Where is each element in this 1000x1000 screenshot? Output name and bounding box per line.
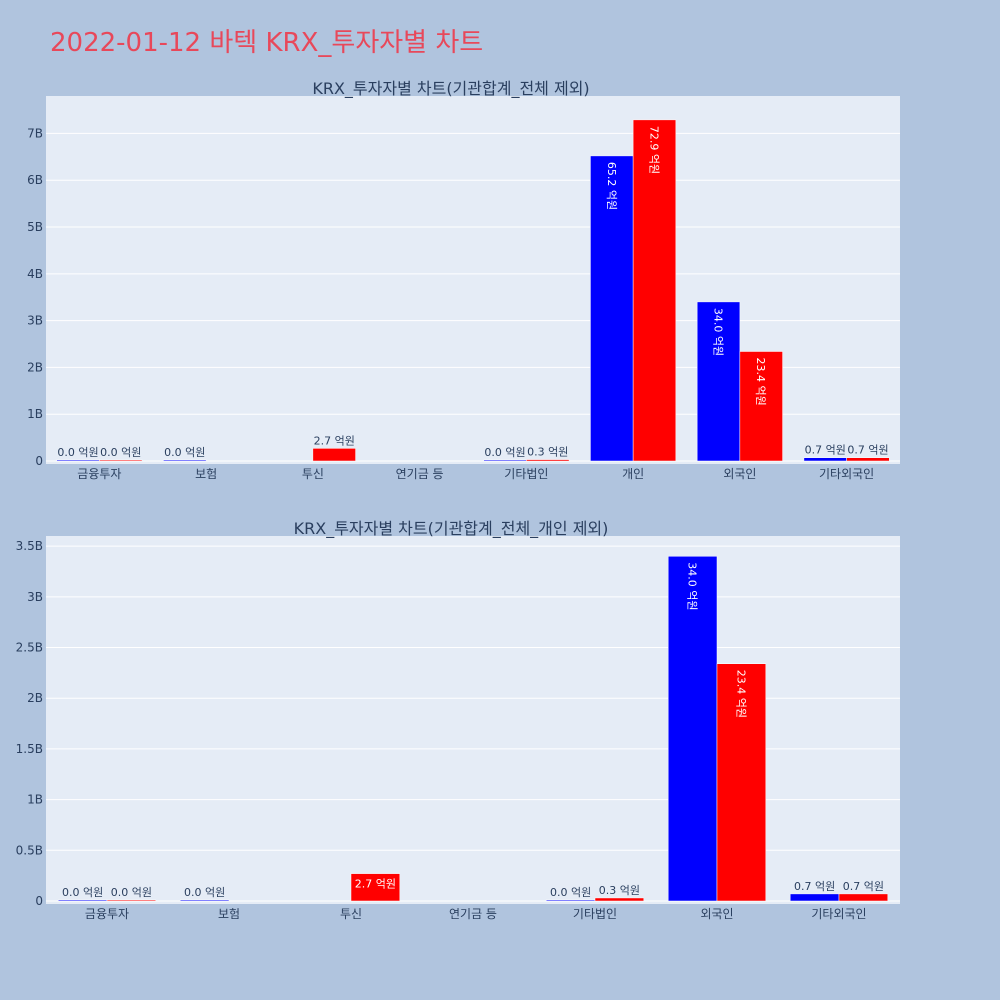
data-label: 23.4 억원 [734, 670, 747, 718]
data-label: 0.0 억원 [184, 886, 225, 899]
bar [803, 457, 847, 462]
data-label: 72.9 억원 [647, 126, 660, 174]
y-tick-label: 2B [27, 691, 43, 705]
data-label: 65.2 억원 [605, 162, 618, 210]
bar [838, 893, 889, 902]
data-label: 0.7 억원 [843, 880, 884, 893]
data-label: 0.0 억원 [62, 886, 103, 899]
bar [350, 873, 401, 902]
plot-area [46, 536, 900, 904]
data-label: 34.0 억원 [686, 562, 699, 610]
data-label: 23.4 억원 [754, 358, 767, 406]
data-label: 0.0 억원 [550, 886, 591, 899]
x-tick-label: 기타외국인 [819, 467, 874, 481]
bar [594, 897, 645, 902]
bar [179, 899, 230, 902]
y-tick-label: 4B [27, 267, 43, 281]
bar [312, 448, 356, 462]
bar [526, 459, 570, 462]
bar [632, 119, 677, 462]
data-label: 0.7 억원 [794, 880, 835, 893]
data-label: 0.3 억원 [599, 884, 640, 897]
bar [667, 556, 718, 902]
bar [696, 301, 741, 462]
data-label: 0.3 억원 [527, 446, 568, 459]
y-tick-label: 0.5B [16, 843, 43, 857]
y-tick-label: 0 [35, 894, 43, 908]
bar [483, 459, 527, 462]
y-tick-label: 1B [27, 407, 43, 421]
y-tick-label: 1.5B [16, 742, 43, 756]
y-tick-label: 2B [27, 360, 43, 374]
page-title: 2022-01-12 바텍 KRX_투자자별 차트 [50, 28, 484, 58]
bar [56, 459, 100, 462]
y-tick-label: 0 [35, 454, 43, 468]
y-tick-label: 3.5B [16, 539, 43, 553]
bar [106, 899, 157, 902]
bar [99, 459, 143, 462]
data-label: 0.0 억원 [484, 446, 525, 459]
bar [846, 457, 890, 462]
x-tick-label: 기타법인 [504, 467, 548, 481]
x-tick-label: 기타법인 [573, 907, 617, 921]
y-tick-label: 7B [27, 126, 43, 140]
chart-top: KRX_투자자별 차트(기관합계_전체 제외) 0 1B 2B 3B 4B 5B 6B 7B 금융… [27, 79, 900, 481]
bar [545, 899, 596, 902]
bar [590, 155, 634, 462]
data-label: 2.7 억원 [314, 434, 355, 447]
data-label: 0.0 억원 [164, 446, 205, 459]
x-tick-label: 금융투자 [85, 907, 129, 921]
x-tick-label: 투신 [302, 467, 324, 481]
chart-title: KRX_투자자별 차트(기관합계_전체_개인 제외) [294, 519, 609, 539]
bar [789, 893, 840, 902]
x-tick-label: 투신 [340, 907, 362, 921]
data-label: 0.0 억원 [111, 886, 152, 899]
data-label: 0.7 억원 [805, 444, 846, 457]
x-tick-label: 금융투자 [77, 467, 121, 481]
x-tick-label: 연기금 등 [396, 467, 444, 481]
data-label: 34.0 억원 [712, 308, 725, 356]
bar [57, 899, 108, 902]
y-tick-label: 3B [27, 314, 43, 328]
y-tick-label: 1B [27, 793, 43, 807]
x-tick-label: 연기금 등 [449, 907, 497, 921]
x-tick-label: 외국인 [723, 467, 756, 481]
data-label: 0.0 억원 [57, 446, 98, 459]
y-tick-label: 6B [27, 173, 43, 187]
data-label: 2.7 억원 [355, 878, 396, 891]
bar [163, 459, 207, 462]
chart-bottom: KRX_투자자별 차트(기관합계_전체_개인 제외) 0 0.5B 1B 1.5B 2B 2… [16, 519, 900, 921]
y-tick-label: 2.5B [16, 641, 43, 655]
data-label: 0.0 억원 [100, 446, 141, 459]
bar [716, 663, 767, 902]
x-tick-label: 보험 [195, 467, 217, 481]
x-tick-label: 개인 [622, 467, 644, 481]
bar [739, 351, 783, 462]
x-tick-label: 보험 [218, 907, 240, 921]
x-tick-label: 외국인 [700, 907, 733, 921]
y-tick-label: 5B [27, 220, 43, 234]
chart-title: KRX_투자자별 차트(기관합계_전체 제외) [312, 79, 589, 99]
y-tick-label: 3B [27, 590, 43, 604]
data-label: 0.7 억원 [847, 444, 888, 457]
x-tick-label: 기타외국인 [811, 907, 866, 921]
